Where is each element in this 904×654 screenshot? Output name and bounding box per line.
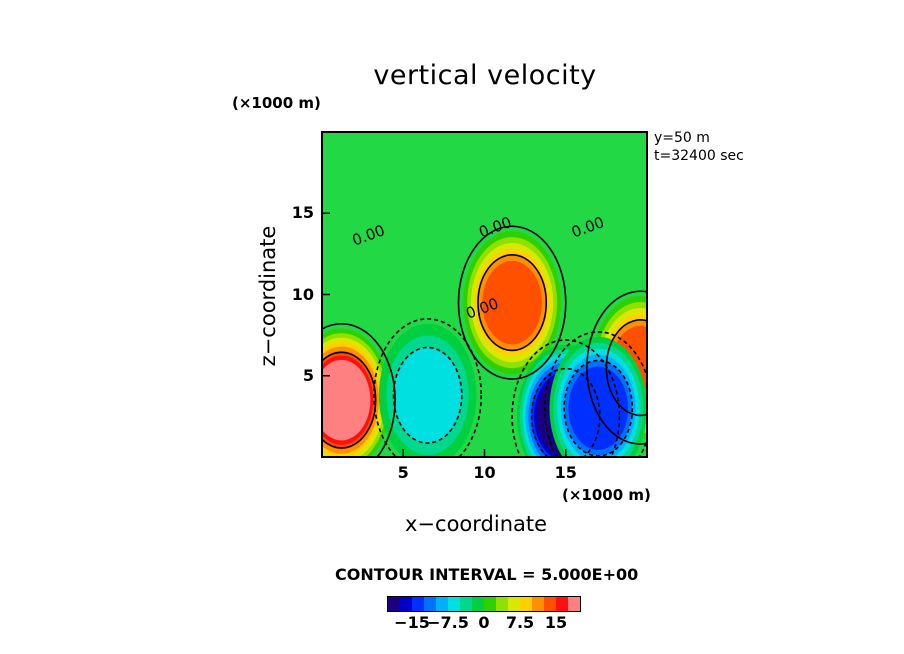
colorbar-cell — [388, 597, 400, 611]
x-tick-label: 5 — [397, 463, 409, 482]
updraft-level — [322, 359, 371, 441]
x-tick-label: 10 — [473, 463, 496, 482]
colorbar-cell — [472, 597, 484, 611]
x-tick-label: 15 — [554, 463, 577, 482]
y-axis-label: z−coordinate — [256, 225, 280, 367]
colorbar-label: 7.5 — [505, 613, 535, 632]
contour-interval-text: CONTOUR INTERVAL = 5.000E+00 — [335, 565, 639, 584]
colorbar — [387, 596, 581, 612]
contour-line — [543, 331, 647, 457]
colorbar-cell — [460, 597, 472, 611]
colorbar-label: 0 — [478, 613, 490, 632]
contour-line — [530, 367, 601, 457]
annotation-time: t=32400 sec — [654, 148, 744, 164]
updraft-cell — [463, 231, 561, 375]
contour-line — [322, 351, 377, 449]
y-tick-label: 5 — [302, 365, 314, 385]
colorbar-cell — [484, 597, 496, 611]
colorbar-cell — [520, 597, 532, 611]
colorbar-cell — [496, 597, 508, 611]
colorbar-cell — [544, 597, 556, 611]
updraft-level — [482, 260, 542, 345]
contour-line — [477, 254, 548, 352]
contour-line — [392, 346, 463, 444]
chart-title: vertical velocity — [373, 60, 597, 91]
contour-line — [511, 339, 621, 457]
annotation-y-location: y=50 m — [654, 130, 710, 146]
colorbar-cell — [400, 597, 412, 611]
y-axis-units: (×1000 m) — [232, 94, 321, 112]
colorbar-cell — [532, 597, 544, 611]
colorbar-cell — [424, 597, 436, 611]
y-tick-label: 10 — [291, 284, 314, 304]
colorbar-label: 15 — [544, 613, 568, 632]
colorbar-cell — [436, 597, 448, 611]
colorbar-label: −15 — [394, 613, 430, 632]
colorbar-cell — [448, 597, 460, 611]
colorbar-cell — [568, 597, 580, 611]
contour-line — [586, 290, 647, 445]
downdraft-level — [394, 347, 462, 443]
downdraft-level — [568, 366, 629, 450]
x-axis-label: x−coordinate — [405, 512, 548, 536]
contour-line — [322, 322, 396, 457]
colorbar-label: −7.5 — [427, 613, 469, 632]
contour-line — [373, 318, 483, 457]
colorbar-cell — [412, 597, 424, 611]
colorbar-cell — [556, 597, 568, 611]
contour-line — [457, 225, 567, 380]
updraft-cell — [322, 328, 391, 457]
y-tick-label: 15 — [291, 203, 314, 223]
downdraft-cell — [378, 323, 477, 457]
colorbar-cell — [508, 597, 520, 611]
x-axis-units: (×1000 m) — [562, 486, 651, 504]
